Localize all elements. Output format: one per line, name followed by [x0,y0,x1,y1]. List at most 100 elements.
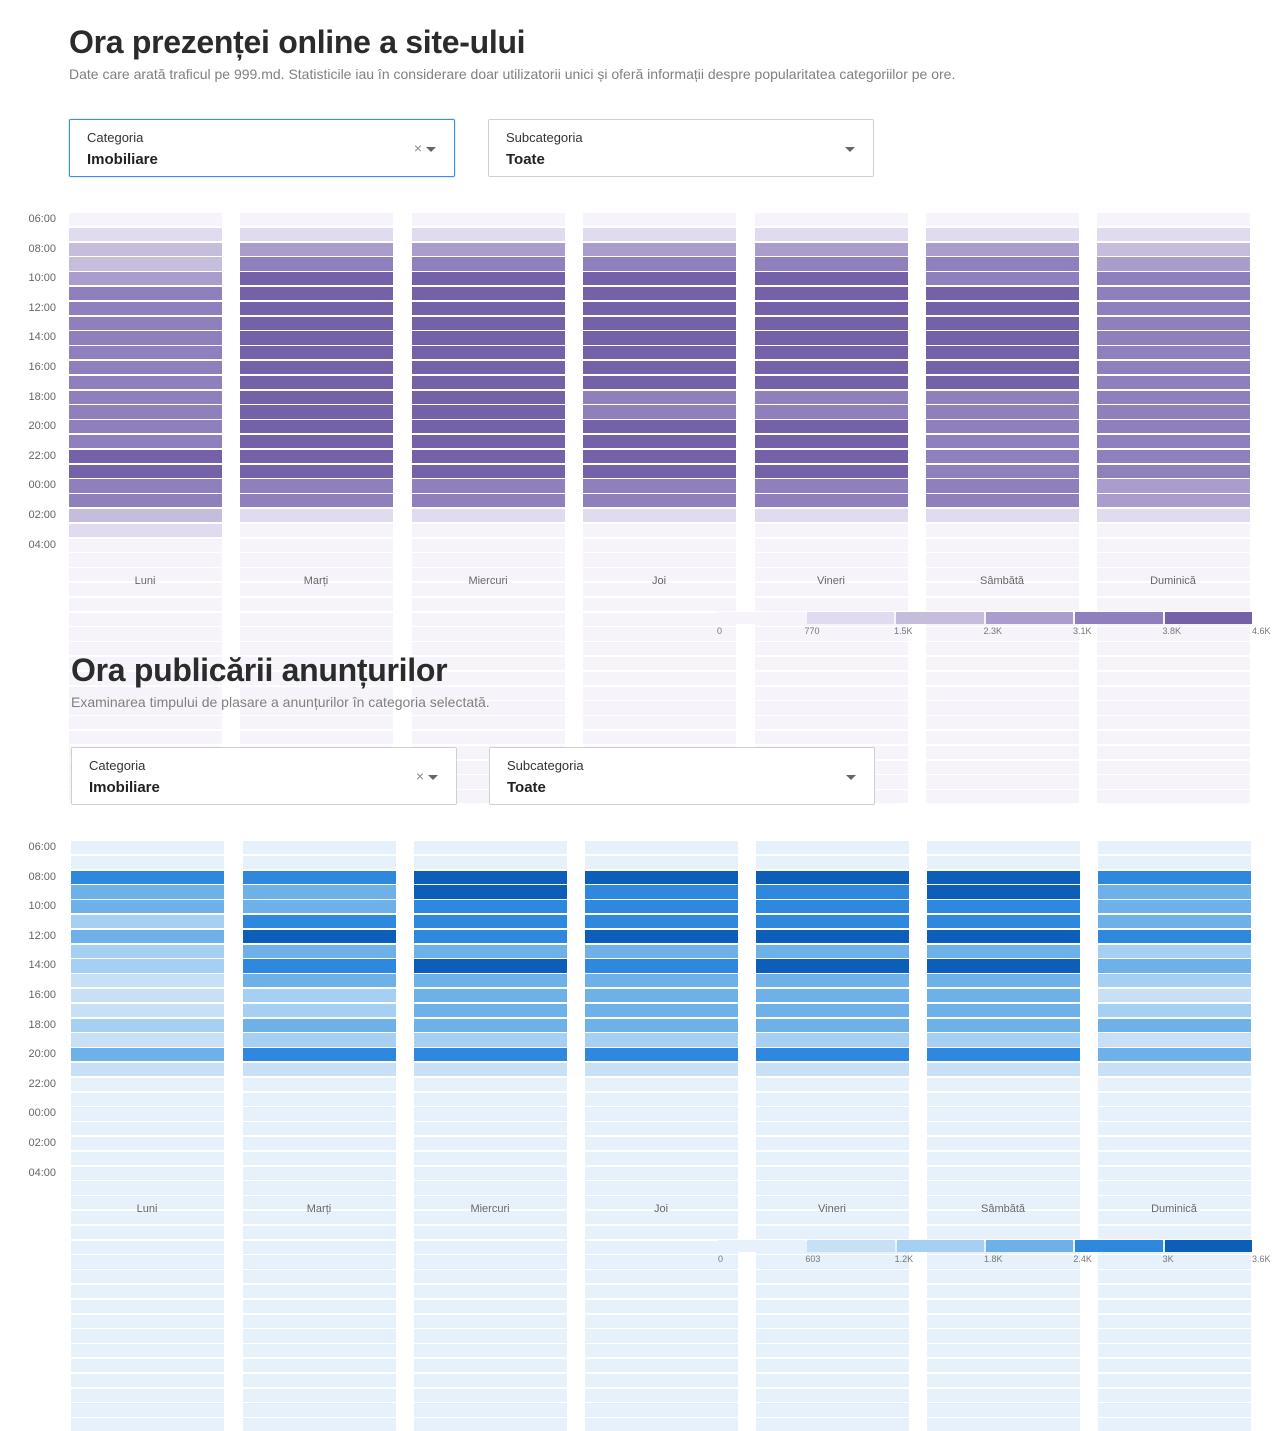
heatmap-cell [412,420,565,434]
day-label: Vineri [817,575,845,587]
heatmap-cell [926,390,1079,404]
heatmap-cell [1097,242,1250,256]
heatmap-cell [243,1003,396,1017]
heatmap-cell [412,642,565,656]
heatmap-cell [755,553,908,567]
heatmap-cell [926,331,1079,345]
category-select[interactable]: Categoria Imobiliare × [69,119,455,177]
clear-icon[interactable]: × [415,768,424,784]
legend-swatch [1164,1240,1252,1252]
heatmap-cell [71,915,224,929]
legend-tick-label: 1.8K [984,1254,1003,1264]
heatmap-cell [412,375,565,389]
heatmap-cell [585,1211,738,1225]
hour-label: 08:00 [28,242,56,255]
heatmap-cell [240,568,393,582]
heatmap-cell [926,657,1079,671]
heatmap-cell [926,227,1079,241]
heatmap-cell [756,870,909,884]
section-subtitle: Examinarea timpului de plasare a anunțur… [71,694,490,710]
heatmap-cell [756,1092,909,1106]
heatmap-cell [755,287,908,301]
heatmap-cell [69,390,222,404]
subcategory-select[interactable]: Subcategoria Toate [488,119,874,177]
heatmap-cell [1098,1255,1251,1269]
hour-label: 12:00 [28,301,56,314]
heatmap-cell [1097,301,1250,315]
heatmap-cell [1098,1344,1251,1358]
heatmap-cell [756,1403,909,1417]
heatmap-cell [1097,583,1250,597]
heatmap-cell [755,316,908,330]
heatmap-cell [756,1018,909,1032]
day-label: Duminică [1150,575,1196,587]
heatmap-cell [1098,915,1251,929]
legend-swatch [718,1240,806,1252]
day-label: Miercuri [468,575,508,587]
heatmap-cell [240,331,393,345]
heatmap-cell [756,1077,909,1091]
heatmap-cell [756,1270,909,1284]
heatmap-cell [1098,1270,1251,1284]
heatmap-cell [1097,494,1250,508]
heatmap-cell [240,420,393,434]
chevron-down-icon[interactable] [426,147,436,152]
heatmap-cell [69,405,222,419]
heatmap-cell [243,1018,396,1032]
legend-swatch [807,1240,895,1252]
heatmap-cell [1097,568,1250,582]
heatmap-cell [756,1196,909,1210]
heatmap-cell [240,213,393,227]
heatmap-cell [583,731,736,745]
category-select[interactable]: Categoria Imobiliare × [71,747,457,805]
chevron-down-icon[interactable] [428,775,438,780]
chevron-down-icon[interactable] [845,147,855,152]
heatmap-cell [1097,760,1250,774]
heatmap-cell [585,1314,738,1328]
heatmap-cell [755,449,908,463]
heatmap-cell [583,301,736,315]
heatmap-cell [927,1122,1080,1136]
heatmap-cell [69,213,222,227]
heatmap-cell [927,1166,1080,1180]
clear-icon[interactable]: × [413,140,422,156]
heatmap-cell [412,227,565,241]
heatmap-cell [1097,731,1250,745]
heatmap-cell [412,494,565,508]
heatmap-cell [756,1107,909,1121]
heatmap-cell [69,331,222,345]
legend-tick-label: 3.1K [1073,626,1092,636]
heatmap-cell [756,974,909,988]
heatmap-cell [755,420,908,434]
heatmap-cell [927,1211,1080,1225]
heatmap-cell [1097,597,1250,611]
heatmap-cell [414,1151,567,1165]
heatmap-cell [240,731,393,745]
heatmap-cell [412,361,565,375]
heatmap-cell [1098,1373,1251,1387]
heatmap-cell [1098,1063,1251,1077]
heatmap-cell [71,1122,224,1136]
heatmap-cell [69,242,222,256]
heatmap-cell [412,523,565,537]
heatmap-cell [414,1077,567,1091]
heatmap-cell [412,435,565,449]
chevron-down-icon[interactable] [846,775,856,780]
heatmap-cell [583,464,736,478]
heatmap-cell [414,870,567,884]
heatmap-cell [926,597,1079,611]
heatmap-cell [1097,449,1250,463]
heatmap-cell [583,331,736,345]
heatmap-cell [927,1181,1080,1195]
heatmap-cell [412,479,565,493]
heatmap-cell [926,642,1079,656]
heatmap-cell [756,1225,909,1239]
heatmap-cell [414,1373,567,1387]
section-subtitle: Date care arată traficul pe 999.md. Stat… [69,66,956,82]
heatmap-cell [585,1122,738,1136]
heatmap-cell [414,989,567,1003]
color-legend: 0 770 1.5K 2.3K 3.1K 3.8K 4.6K [717,612,1271,636]
day-label: Joi [651,575,667,587]
heatmap-cell [755,331,908,345]
subcategory-select[interactable]: Subcategoria Toate [489,747,875,805]
